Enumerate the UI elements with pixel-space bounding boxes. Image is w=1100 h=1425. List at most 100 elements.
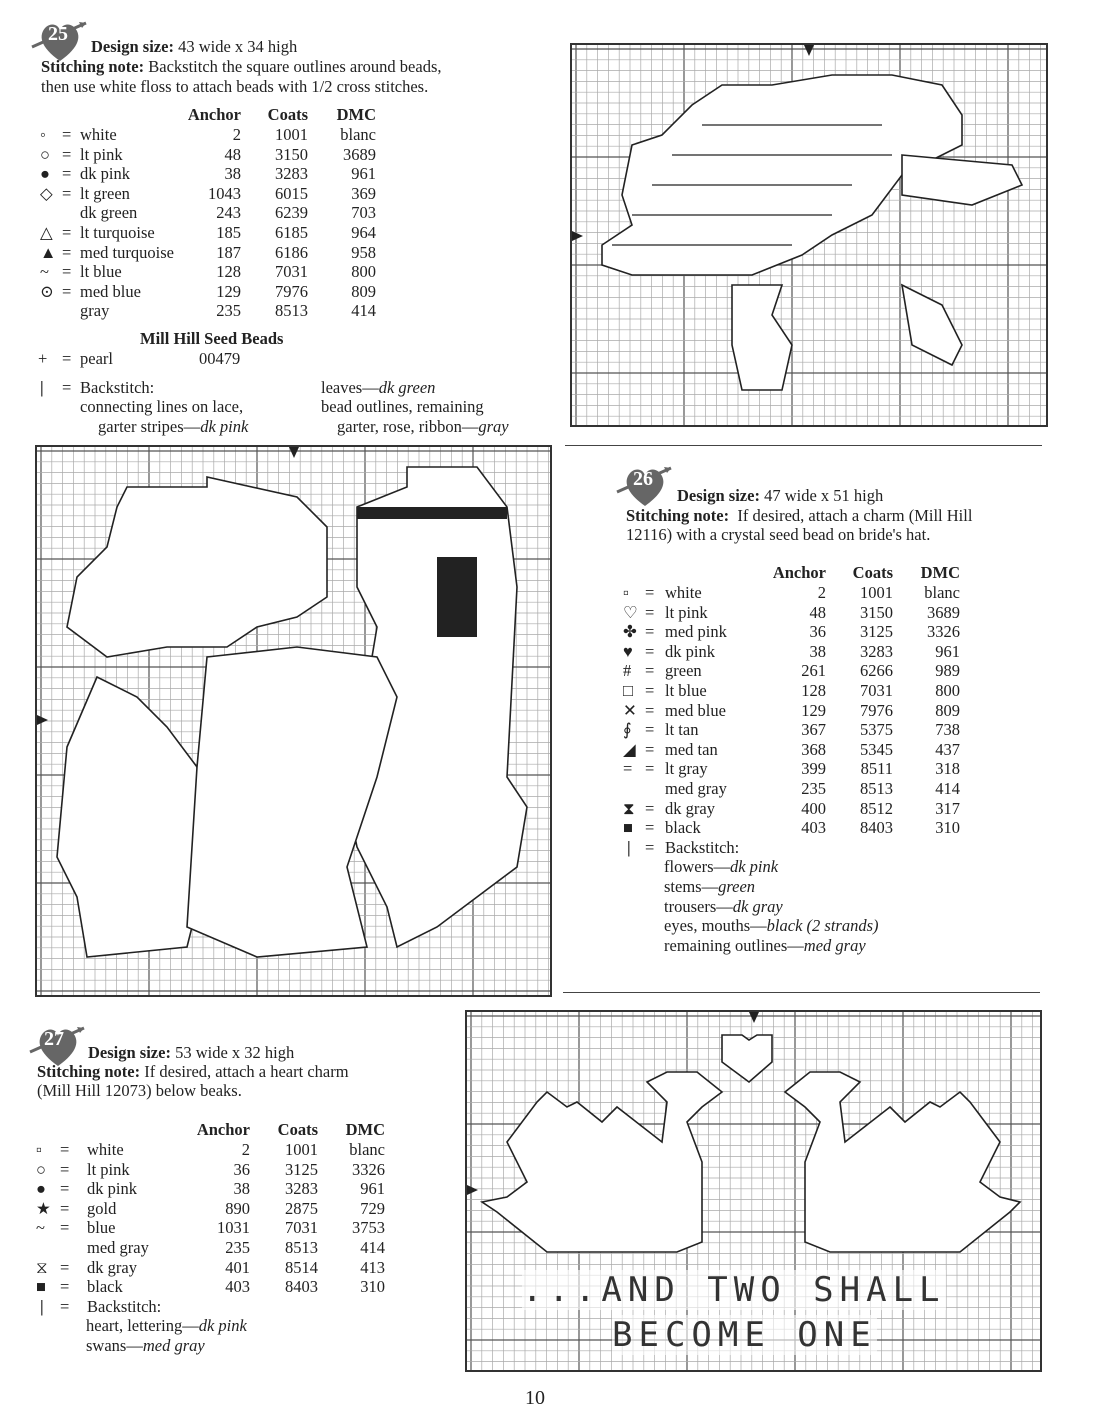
color-name: lt blue	[665, 681, 707, 700]
color-key-row: ■ = black 403 8403 310	[0, 818, 1100, 838]
color-key-row: ● = dk pink 38 3283 961	[0, 164, 1100, 184]
equals: =	[60, 1257, 70, 1277]
backstitch-text: trousers—	[664, 896, 733, 916]
color-name: green	[665, 661, 702, 681]
equals: =	[60, 1159, 70, 1179]
coats-number: 1001	[860, 583, 893, 602]
backstitch-text: garter, rose, ribbon—gray	[337, 417, 509, 437]
color-key-row: ⧖ = dk gray 401 8514 413	[0, 1258, 1100, 1278]
note-text-line2: (Mill Hill 12073) below beaks.	[37, 1081, 242, 1100]
tilde-icon: ~	[40, 262, 49, 282]
dmc-number: 3753	[352, 1218, 385, 1238]
filled-triangle-icon: ▲	[40, 242, 57, 262]
backstitch-text: flowers—	[664, 857, 730, 877]
anchor-number: 2	[241, 1140, 250, 1159]
column-header-dmc: DMC	[345, 1120, 385, 1139]
equals: =	[60, 1277, 70, 1297]
dmc-number: 3689	[927, 602, 960, 622]
dmc-number: 414	[935, 779, 960, 798]
color-name: gray	[80, 301, 110, 321]
column-header-dmc: DMC	[920, 563, 960, 582]
small-square-icon: ▫	[36, 1140, 42, 1159]
dmc-number: 3326	[352, 1159, 385, 1179]
backstitch-instruction: trousers—dk gray	[664, 897, 783, 917]
squiggle-icon: ∮	[623, 720, 632, 740]
coats-number: 8512	[860, 798, 893, 818]
hash-icon: #	[623, 661, 632, 681]
coats-number: 3125	[860, 622, 893, 642]
color-key-row: ◦ = white 2 1001 blanc	[0, 125, 1100, 145]
filled-square-icon: ■	[623, 818, 633, 838]
color-name: lt turquoise	[80, 223, 155, 242]
chart-26-grid	[35, 445, 552, 997]
dmc-number: 809	[351, 281, 376, 301]
color-key-row: ∮ = lt tan 367 5375 738	[0, 720, 1100, 740]
color-name: lt gray	[665, 759, 708, 779]
backstitch-leaves: leaves—dk green	[321, 378, 435, 398]
backstitch-label: Backstitch:	[87, 1296, 162, 1316]
backstitch-line-icon: |	[627, 837, 631, 857]
design-size-label: Design size:	[91, 37, 174, 56]
hourglass-icon: ⧖	[36, 1257, 48, 1277]
open-square-icon: □	[623, 681, 633, 700]
pattern-number-badge-27: 27	[28, 1022, 88, 1070]
color-key-row: ▫ = white 2 1001 blanc	[0, 583, 1100, 603]
color-name: white	[665, 583, 702, 602]
backstitch-label: Backstitch:	[80, 378, 155, 397]
backstitch-color: dk pink	[200, 417, 249, 436]
column-header-anchor: Anchor	[196, 1120, 250, 1139]
anchor-number: 235	[801, 779, 826, 798]
color-name: lt pink	[665, 602, 708, 622]
color-name: med gray	[665, 779, 727, 798]
color-name: med gray	[87, 1238, 149, 1257]
column-header-coats: Coats	[267, 105, 308, 124]
color-key-row: gray 235 8513 414	[0, 301, 1100, 321]
flower-icon: ✤	[623, 622, 637, 642]
anchor-number: 1031	[217, 1218, 250, 1238]
dmc-number: 800	[351, 262, 376, 282]
anchor-number: 1043	[208, 183, 241, 203]
anchor-number: 403	[225, 1277, 250, 1297]
design-size: Design size: 47 wide x 51 high	[677, 486, 883, 506]
backstitch-text: connecting lines on lace,	[80, 397, 244, 416]
equals: =	[645, 622, 655, 642]
equals: =	[62, 125, 72, 144]
chart-27-grid: ...AND TWO SHALL BECOME ONE	[465, 1010, 1042, 1372]
dmc-number: 729	[360, 1198, 385, 1218]
anchor-number: 2	[232, 125, 241, 144]
backstitch-text: stems—	[664, 877, 719, 896]
color-name: black	[87, 1277, 123, 1297]
dmc-number: 3689	[343, 144, 376, 164]
anchor-number: 401	[225, 1257, 250, 1277]
note-label: Stitching note:	[41, 57, 145, 76]
backstitch-color: med gray	[142, 1336, 205, 1355]
anchor-number: 403	[801, 818, 826, 838]
dmc-number: 964	[351, 223, 376, 242]
dmc-number: 310	[360, 1277, 385, 1297]
backstitch-text: leaves—	[321, 378, 379, 397]
color-key-row: □ = lt blue 128 7031 800	[0, 681, 1100, 701]
color-key-row: # = green 261 6266 989	[0, 661, 1100, 681]
equals: =	[60, 1179, 70, 1199]
color-name: lt blue	[80, 262, 122, 282]
color-key-row: ✕ = med blue 129 7976 809	[0, 701, 1100, 721]
dmc-number: blanc	[349, 1140, 385, 1159]
dmc-number: blanc	[924, 583, 960, 602]
color-key-row: = = lt gray 399 8511 318	[0, 759, 1100, 779]
pattern-number-badge-26: 26	[615, 462, 675, 510]
coats-number: 7031	[275, 262, 308, 282]
color-name: lt green	[80, 183, 130, 203]
color-key-row: △ = lt turquoise 185 6185 964	[0, 223, 1100, 243]
color-name: dk green	[80, 203, 138, 223]
column-header-anchor: Anchor	[772, 563, 826, 582]
coats-number: 1001	[285, 1140, 318, 1159]
dmc-number: 414	[351, 301, 376, 321]
equals: =	[645, 681, 655, 700]
star-icon: ★	[36, 1198, 51, 1218]
double-line-icon: =	[623, 759, 633, 779]
coats-number: 6185	[275, 223, 308, 242]
anchor-number: 261	[801, 661, 826, 681]
color-key-row: ▫ = white 2 1001 blanc	[0, 1140, 1100, 1160]
anchor-number: 129	[801, 700, 826, 720]
equals: =	[62, 144, 72, 164]
